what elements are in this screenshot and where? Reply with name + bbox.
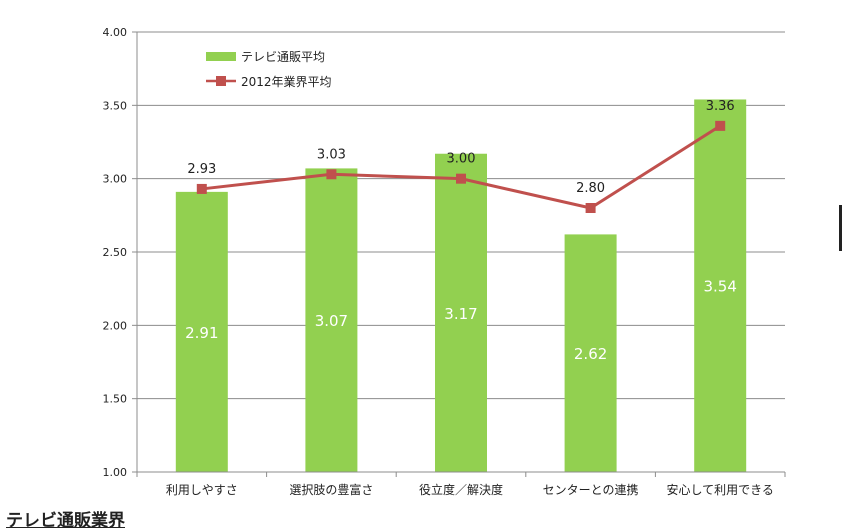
bar-labels: 2.91 3.07 3.17 2.62 3.54 <box>185 278 737 363</box>
line-value-label: 3.03 <box>317 147 346 162</box>
legend-swatch-bar <box>206 52 236 61</box>
line-marker <box>585 203 596 213</box>
bar <box>305 168 358 472</box>
legend-swatch-marker <box>216 76 226 86</box>
y-tick-label: 3.50 <box>103 99 128 112</box>
x-tick-label: 選択肢の豊富さ <box>289 482 373 497</box>
y-tick-label: 2.50 <box>103 246 128 259</box>
line-labels: 2.93 3.03 3.00 2.80 3.36 <box>187 99 734 196</box>
x-tick-label: 安心して利用できる <box>666 482 773 497</box>
line-value-label: 2.80 <box>576 181 605 196</box>
line-marker <box>456 173 466 184</box>
y-tick-label: 1.50 <box>103 393 128 406</box>
x-tick-label: センターとの連携 <box>543 482 639 497</box>
y-tick-label: 1.00 <box>103 466 128 479</box>
bar <box>564 234 617 472</box>
bar-value-label: 2.62 <box>574 345 607 363</box>
legend-label-line: 2012年業界平均 <box>241 75 332 89</box>
line-marker <box>196 183 207 194</box>
line-value-label: 3.00 <box>447 152 476 167</box>
line-marker <box>326 169 337 180</box>
edge-mark <box>839 205 842 251</box>
y-tick-label: 3.00 <box>103 173 128 186</box>
legend: テレビ通販平均 2012年業界平均 <box>206 50 332 89</box>
line-value-label: 2.93 <box>187 162 216 177</box>
x-axis: 利用しやすさ 選択肢の豊富さ 役立度／解決度 センターとの連携 安心して利用できる <box>136 471 786 497</box>
y-tick-label: 2.00 <box>103 319 128 332</box>
line-series <box>196 120 726 213</box>
bar-series <box>175 99 747 472</box>
bar-value-label: 2.91 <box>185 324 218 342</box>
legend-label-bar: テレビ通販平均 <box>241 50 325 64</box>
bar-value-label: 3.54 <box>703 278 736 296</box>
x-tick-label: 役立度／解決度 <box>419 482 503 497</box>
line-marker <box>715 120 726 131</box>
bar-value-label: 3.07 <box>315 312 348 330</box>
footer-title: テレビ通販業界 <box>6 511 125 531</box>
line-value-label: 3.36 <box>706 99 735 114</box>
y-tick-label: 4.00 <box>103 26 128 39</box>
bar <box>435 153 487 472</box>
bar <box>694 99 747 472</box>
bar <box>175 191 228 472</box>
x-tick-label: 利用しやすさ <box>166 483 238 497</box>
y-axis: 1.00 1.50 2.00 2.50 3.00 3.50 4.00 <box>103 26 138 479</box>
bar-value-label: 3.17 <box>444 305 477 323</box>
